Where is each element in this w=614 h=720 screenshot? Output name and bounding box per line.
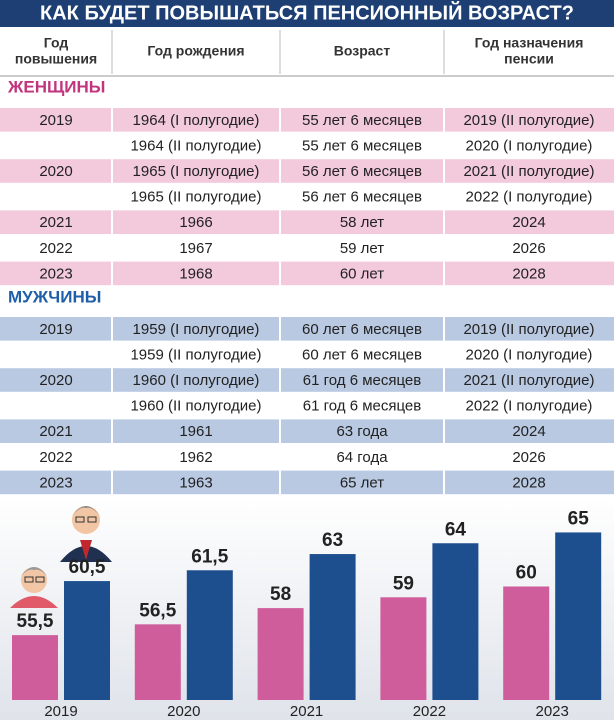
title-bar (0, 0, 614, 27)
table-cell: 1964 (I полугодие) (133, 112, 260, 129)
x-tick-label: 2023 (536, 703, 569, 720)
value-label: 60 (516, 563, 537, 584)
table-cell: 63 года (336, 423, 388, 440)
table-cell: 2020 (I полугодие) (466, 137, 593, 154)
title: КАК БУДЕТ ПОВЫШАТЬСЯ ПЕНСИОННЫЙ ВОЗРАСТ? (40, 0, 574, 24)
table-cell: 1962 (179, 449, 212, 466)
bar (257, 608, 304, 700)
row-band (0, 108, 614, 132)
value-label: 60,5 (69, 557, 106, 578)
bar (309, 554, 356, 700)
row-band (0, 470, 614, 495)
row-band (0, 419, 614, 443)
table-cell: 61 год 6 месяцев (303, 398, 421, 415)
table-cell: 2021 (II полугодие) (463, 372, 594, 389)
table-cell: 2019 (II полугодие) (463, 321, 594, 338)
column-header: повышения (15, 51, 97, 67)
bar (186, 570, 233, 700)
table-cell: 1966 (179, 214, 212, 231)
table-cell: 60 лет 6 месяцев (302, 346, 422, 363)
table-cell: 59 лет (340, 240, 384, 257)
row-band (0, 317, 614, 341)
x-tick-label: 2021 (290, 703, 323, 720)
table-cell: 2026 (512, 240, 545, 257)
table-cell: 2022 (39, 449, 72, 466)
column-header: Год (44, 35, 69, 51)
table-cell: 1968 (179, 265, 212, 282)
table-cell: 64 года (336, 449, 388, 466)
man-icon (60, 506, 112, 562)
table-cell: 2022 (I полугодие) (466, 398, 593, 415)
bar (503, 586, 550, 700)
x-tick-label: 2022 (413, 703, 446, 720)
table-cell: 65 лет (340, 474, 384, 491)
column-header: Год назначения (475, 35, 584, 51)
table-cell: 1960 (II полугодие) (130, 398, 261, 415)
table-cell: 2021 (39, 423, 72, 440)
bar (555, 532, 602, 700)
table-cell: 2024 (512, 423, 545, 440)
value-label: 64 (445, 519, 467, 540)
bar (134, 624, 181, 700)
value-label: 65 (568, 508, 590, 529)
row-band (0, 210, 614, 234)
table-cell: 1967 (179, 240, 212, 257)
table-cell: 2023 (39, 474, 72, 491)
table-cell: 61 год 6 месяцев (303, 372, 421, 389)
section-label: МУЖЧИНЫ (8, 287, 101, 306)
value-label: 63 (322, 530, 343, 551)
table-cell: 2024 (512, 214, 545, 231)
column-header: Год рождения (147, 43, 244, 59)
table-cell: 2021 (39, 214, 72, 231)
table-cell: 2020 (39, 163, 72, 180)
table-cell: 2021 (II полугодие) (463, 163, 594, 180)
bar (12, 635, 58, 700)
x-tick-label: 2019 (44, 703, 77, 720)
table-cell: 1965 (I полугодие) (133, 163, 260, 180)
x-tick-label: 2020 (167, 703, 200, 720)
table-cell: 1964 (II полугодие) (130, 137, 261, 154)
table-cell: 1963 (179, 474, 212, 491)
bar (432, 543, 479, 700)
bar (64, 581, 110, 700)
row-band (0, 261, 614, 286)
table-cell: 56 лет 6 месяцев (302, 189, 422, 206)
table-cell: 2028 (512, 265, 545, 282)
table-cell: 2019 (II полугодие) (463, 112, 594, 129)
value-label: 59 (393, 573, 414, 594)
value-label: 58 (270, 584, 291, 605)
table-cell: 2019 (39, 321, 72, 338)
table-cell: 2022 (I полугодие) (466, 189, 593, 206)
table-cell: 1965 (II полугодие) (130, 189, 261, 206)
table-cell: 1959 (II полугодие) (130, 346, 261, 363)
header-bg (0, 28, 614, 76)
table-cell: 1961 (179, 423, 212, 440)
table-cell: 56 лет 6 месяцев (302, 163, 422, 180)
bar (380, 597, 427, 700)
row-band (0, 368, 614, 392)
table-cell: 55 лет 6 месяцев (302, 137, 422, 154)
table-cell: 2028 (512, 474, 545, 491)
table-cell: 60 лет 6 месяцев (302, 321, 422, 338)
column-header: Возраст (334, 43, 391, 59)
table-cell: 2019 (39, 112, 72, 129)
woman-icon (10, 567, 58, 608)
table-cell: 2020 (I полугодие) (466, 346, 593, 363)
table-cell: 58 лет (340, 214, 384, 231)
table-cell: 1959 (I полугодие) (133, 321, 260, 338)
value-label: 61,5 (191, 546, 228, 567)
table-cell: 60 лет (340, 265, 384, 282)
column-header: пенсии (504, 51, 554, 67)
value-label: 55,5 (17, 611, 54, 632)
table-cell: 55 лет 6 месяцев (302, 112, 422, 129)
table-cell: 2026 (512, 449, 545, 466)
table-cell: 1960 (I полугодие) (133, 372, 260, 389)
table-cell: 2022 (39, 240, 72, 257)
table-cell: 2023 (39, 265, 72, 282)
value-label: 56,5 (139, 600, 176, 621)
section-label: ЖЕНЩИНЫ (7, 77, 105, 96)
table-cell: 2020 (39, 372, 72, 389)
row-band (0, 159, 614, 183)
